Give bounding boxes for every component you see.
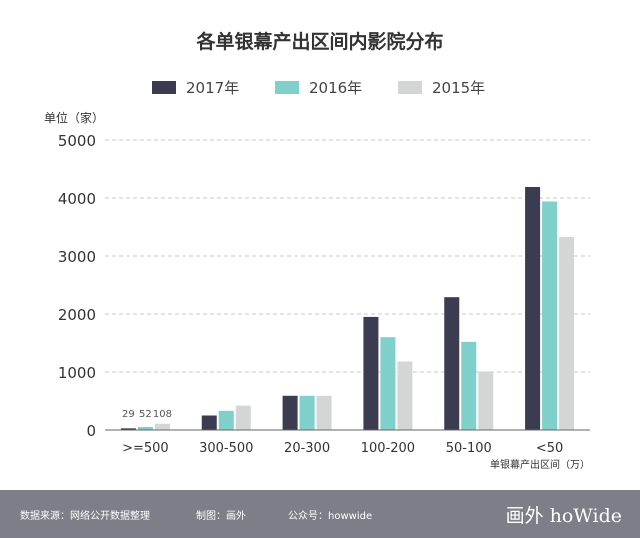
bar-chart: 各单银幕产出区间内影院分布 2017年 2016年 2015年 单位（家） 0 100… (44, 30, 590, 471)
x-tick-label: 100-200 (361, 441, 415, 456)
x-tick-label: 50-100 (446, 441, 492, 456)
y-tick-label: 4000 (58, 190, 96, 208)
footer-account: 公众号：howwide (288, 511, 373, 522)
data-label: 108 (153, 409, 172, 420)
y-tick-label: 0 (86, 422, 96, 440)
y-tick-label: 2000 (58, 306, 96, 324)
data-labels: 29 52 108 (122, 409, 172, 420)
y-tick-label: 1000 (58, 364, 96, 382)
legend-swatch (398, 81, 422, 94)
bar (120, 428, 136, 430)
bar (137, 426, 153, 430)
bar (380, 337, 396, 430)
footer: 数据来源：网络公开数据整理 制图：画外 公众号：howwide 画外 hoWid… (0, 490, 640, 538)
bar (235, 405, 251, 430)
y-axis: 0 1000 2000 3000 4000 5000 (58, 132, 590, 440)
bar (525, 186, 541, 430)
bar (559, 236, 575, 430)
data-label: 29 (122, 409, 135, 420)
bar (461, 341, 477, 430)
x-axis-label: 单银幕产出区间（万） (490, 458, 590, 471)
legend-swatch (152, 81, 176, 94)
chart-title: 各单银幕产出区间内影院分布 (195, 30, 443, 53)
y-tick-label: 3000 (58, 248, 96, 266)
bar (299, 395, 315, 430)
bar (363, 316, 379, 430)
bar (542, 201, 558, 430)
x-tick-label: 300-500 (199, 441, 253, 456)
bar (282, 395, 298, 430)
brand-logo: 画外 hoWide (505, 505, 622, 527)
bar (201, 415, 217, 430)
bar (316, 395, 332, 430)
x-axis: >=500 300-500 20-300 100-200 50-100 <50 (122, 441, 563, 456)
footer-source: 数据来源：网络公开数据整理 (20, 511, 150, 522)
bar (397, 361, 413, 430)
legend: 2017年 2016年 2015年 (152, 79, 485, 97)
bars (120, 186, 575, 430)
legend-label: 2016年 (309, 79, 362, 97)
data-label: 52 (139, 409, 152, 420)
bar (218, 410, 234, 430)
bar (444, 297, 460, 430)
legend-label: 2017年 (186, 79, 239, 97)
bar (478, 371, 494, 430)
x-tick-label: 20-300 (284, 441, 330, 456)
grid (105, 139, 590, 373)
x-tick-label: <50 (536, 441, 563, 456)
bar (154, 423, 170, 430)
legend-label: 2015年 (432, 79, 485, 97)
y-axis-label: 单位（家） (44, 110, 104, 125)
footer-maker: 制图：画外 (196, 511, 246, 522)
y-tick-label: 5000 (58, 132, 96, 150)
x-tick-label: >=500 (122, 441, 169, 456)
legend-swatch (275, 81, 299, 94)
